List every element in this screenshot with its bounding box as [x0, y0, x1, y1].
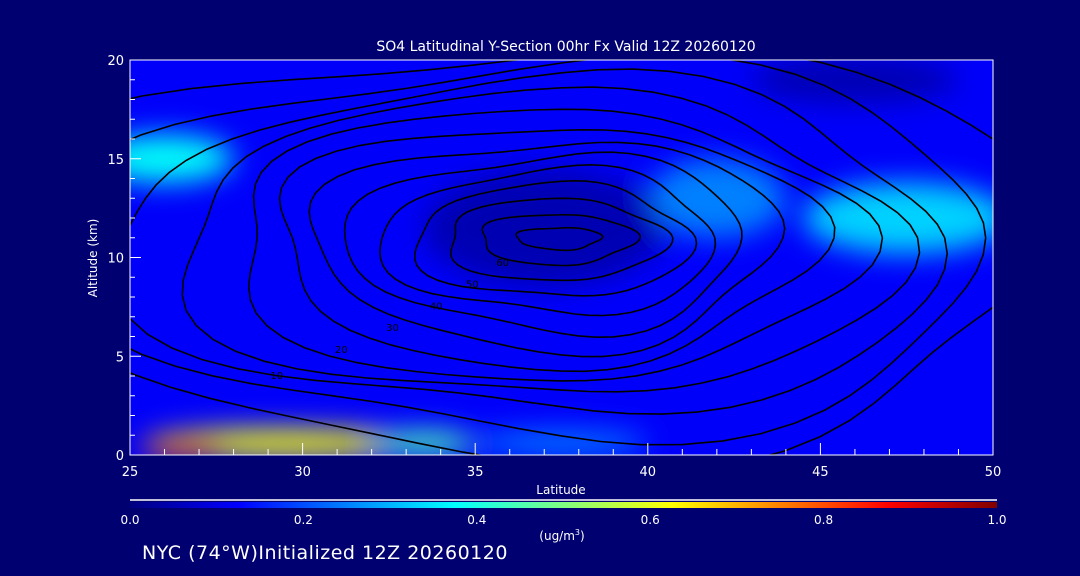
contour-label-10: 10 [270, 371, 283, 382]
concentration-hotspot [130, 135, 234, 183]
y-tick-label: 5 [116, 350, 124, 365]
x-tick-label: 45 [812, 465, 829, 480]
y-axis-label: Altitude (km) [86, 219, 100, 298]
colorbar-tick-label: 0.8 [814, 513, 833, 527]
concentration-hotspot [140, 441, 224, 455]
concentration-field: 60 50 40 30 20 10 [130, 60, 993, 455]
concentration-hotspot [647, 158, 786, 238]
colorbar-units: (ug/m3) [539, 528, 584, 543]
concentration-hotspot [751, 60, 959, 104]
contour-line-60 [449, 197, 674, 282]
concentration-hotspot [475, 431, 648, 455]
colorbar-tick-label: 0.4 [467, 513, 486, 527]
y-tick-label: 0 [116, 449, 124, 464]
x-tick-label: 40 [640, 465, 657, 480]
colorbar-tick-label: 0.0 [120, 513, 139, 527]
contour-line-20 [130, 68, 949, 415]
colorbar-tick-label: 0.2 [294, 513, 313, 527]
chart-title: SO4 Latitudinal Y-Section 00hr Fx Valid … [376, 39, 755, 55]
contour-label-40: 40 [430, 301, 443, 312]
contour-label-60: 60 [496, 258, 509, 269]
contour-line-45 [343, 151, 743, 339]
contour-label-50: 50 [466, 280, 479, 291]
colorbar-tick-label: 0.6 [641, 513, 660, 527]
x-axis-label: Latitude [536, 483, 585, 497]
y-tick-label: 10 [107, 252, 124, 267]
contour-line-15 [130, 60, 987, 446]
x-tick-label: 30 [294, 465, 311, 480]
colorbar-tick-label: 1.0 [987, 513, 1006, 527]
y-tick-label: 20 [107, 54, 124, 69]
contour-line-55 [413, 179, 698, 297]
colorbar [130, 502, 997, 508]
contour-line-40 [308, 141, 786, 358]
contour-label-30: 30 [386, 323, 399, 334]
x-tick-label: 50 [985, 465, 1002, 480]
concentration-hotspot [803, 182, 993, 254]
contour-label-20: 20 [335, 345, 348, 356]
contour-line-25 [181, 86, 921, 393]
x-tick-label: 35 [467, 465, 484, 480]
contour-line-70 [515, 227, 604, 252]
contour-line-35 [278, 128, 836, 373]
contour-line-50 [379, 163, 717, 317]
contour-line-65 [481, 214, 641, 267]
contour-line-10 [130, 60, 993, 455]
y-tick-label: 15 [107, 153, 124, 168]
footer-caption: NYC (74°W)Initialized 12Z 20260120 [142, 542, 508, 564]
x-tick-label: 25 [122, 465, 139, 480]
contour-line-30 [247, 108, 884, 382]
